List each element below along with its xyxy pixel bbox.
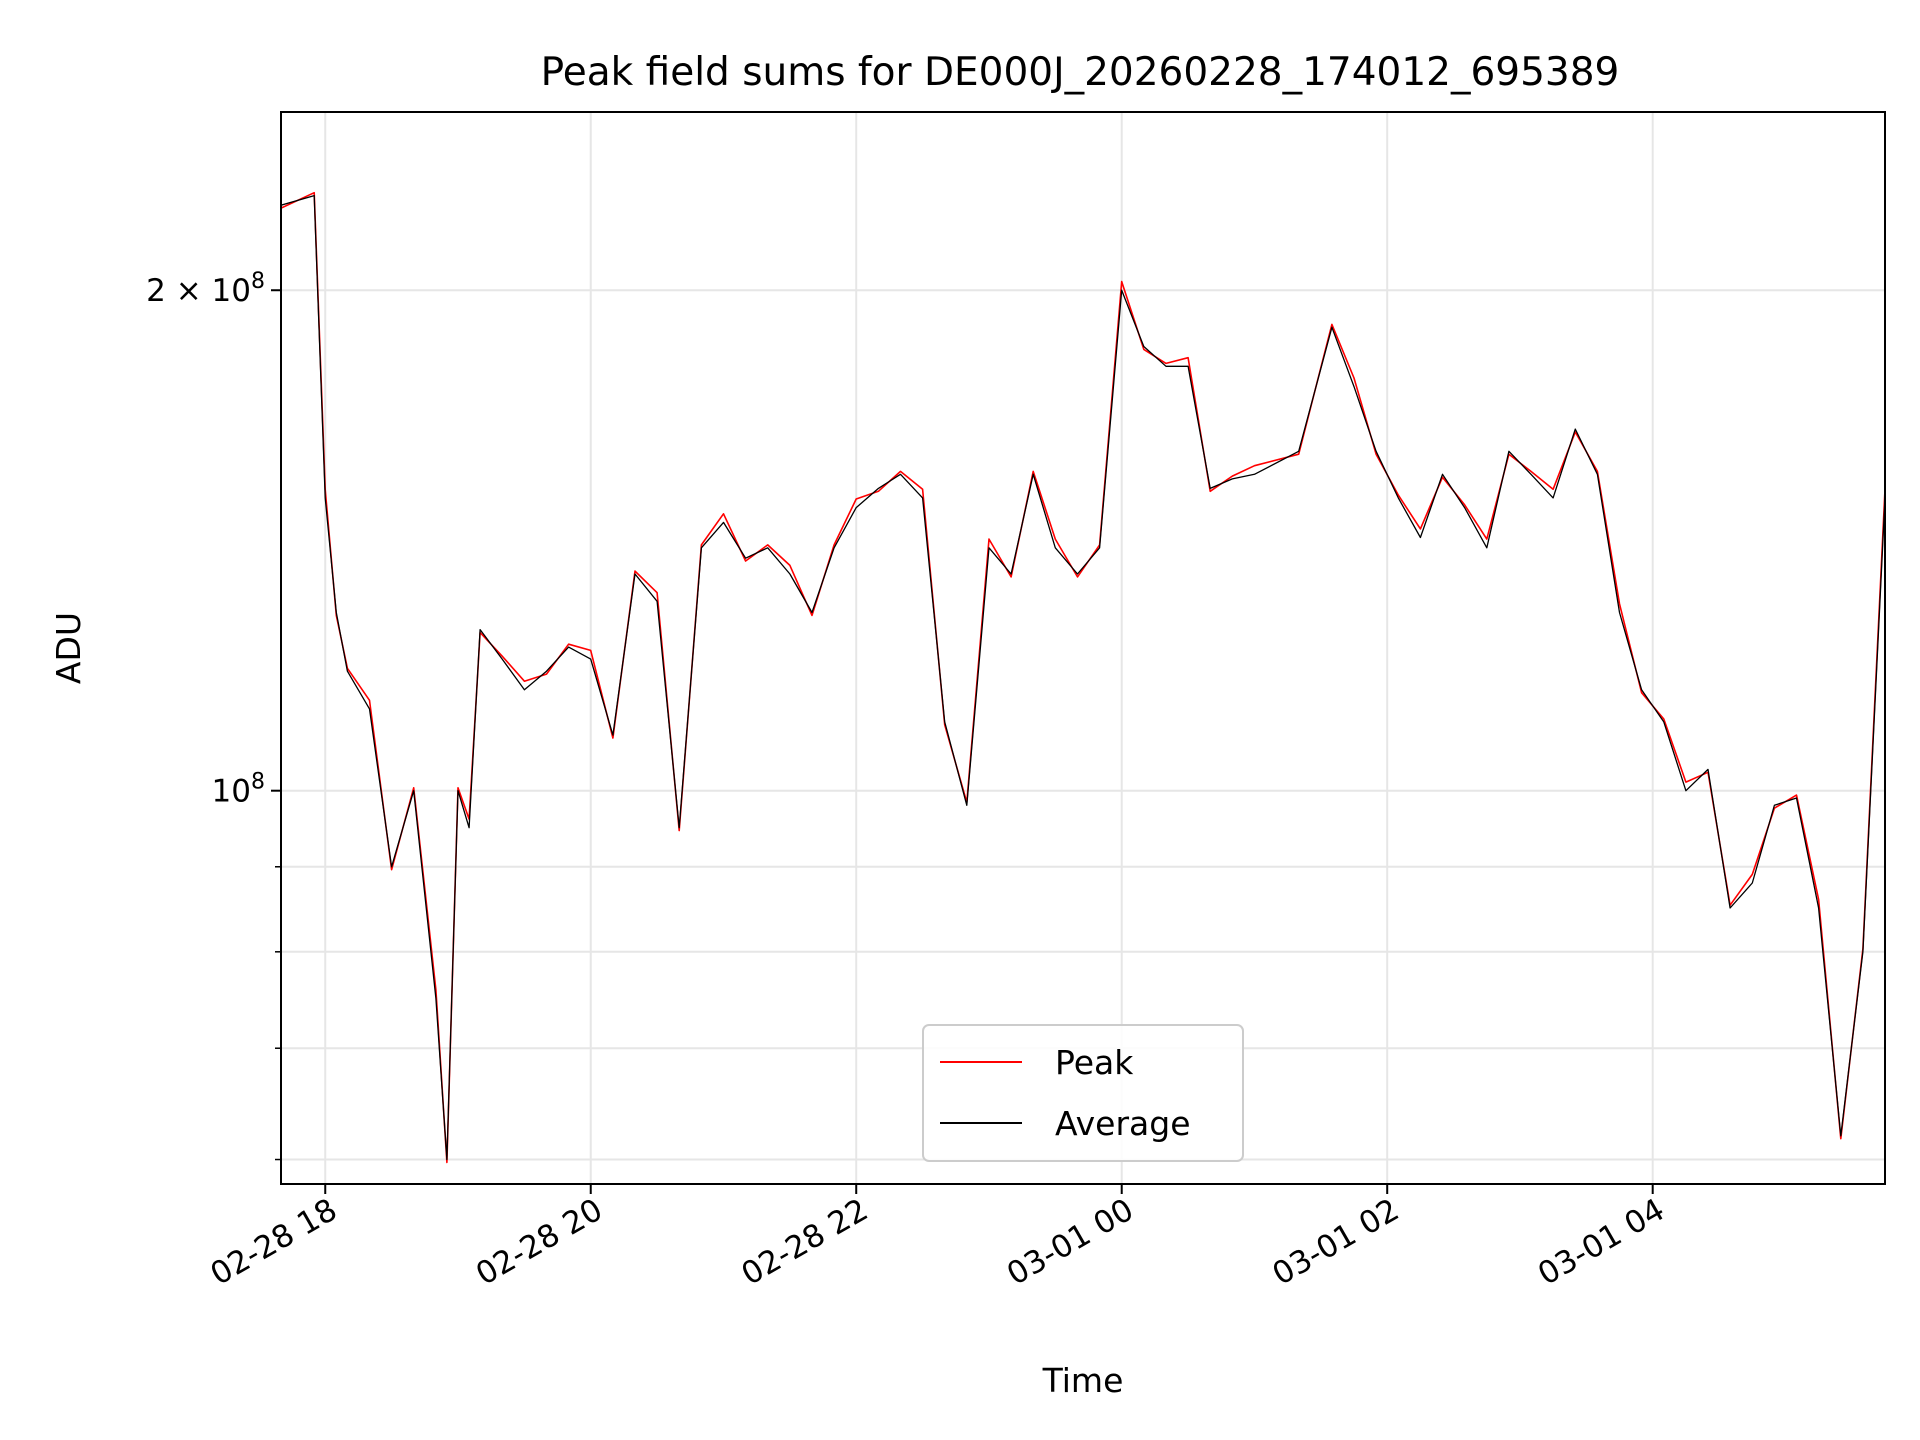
x-axis-label: Time (1042, 1361, 1124, 1400)
y-tick-label: 2 × 108 (146, 269, 265, 309)
plot-frame (280, 111, 1886, 1185)
chart-title: Peak field sums for DE000J_20260228_1740… (541, 50, 1620, 95)
grid-lines (281, 112, 1885, 1184)
x-tick-label: 02-28 20 (470, 1192, 609, 1293)
x-tick-label: 03-01 00 (1001, 1192, 1140, 1293)
x-tick-label: 03-01 04 (1532, 1192, 1671, 1293)
series-layer (281, 191, 1885, 1164)
legend: Peak Average (922, 1024, 1244, 1162)
y-axis: 2 × 108 108 (146, 269, 281, 1161)
series-line-peak (281, 191, 1885, 1164)
x-tick-label: 02-28 22 (736, 1192, 875, 1293)
series-line-average (281, 194, 1885, 1161)
x-tick-label: 02-28 18 (205, 1192, 344, 1293)
x-tick-label: 03-01 02 (1266, 1192, 1405, 1293)
y-tick-label: 108 (212, 770, 265, 810)
legend-box (922, 1024, 1244, 1162)
legend-label-peak: Peak (1055, 1043, 1134, 1082)
x-axis: 02-28 18 02-28 20 02-28 22 03-01 00 03-01 02… (205, 1184, 1671, 1293)
legend-label-average: Average (1055, 1104, 1191, 1143)
y-axis-label: ADU (49, 612, 88, 684)
